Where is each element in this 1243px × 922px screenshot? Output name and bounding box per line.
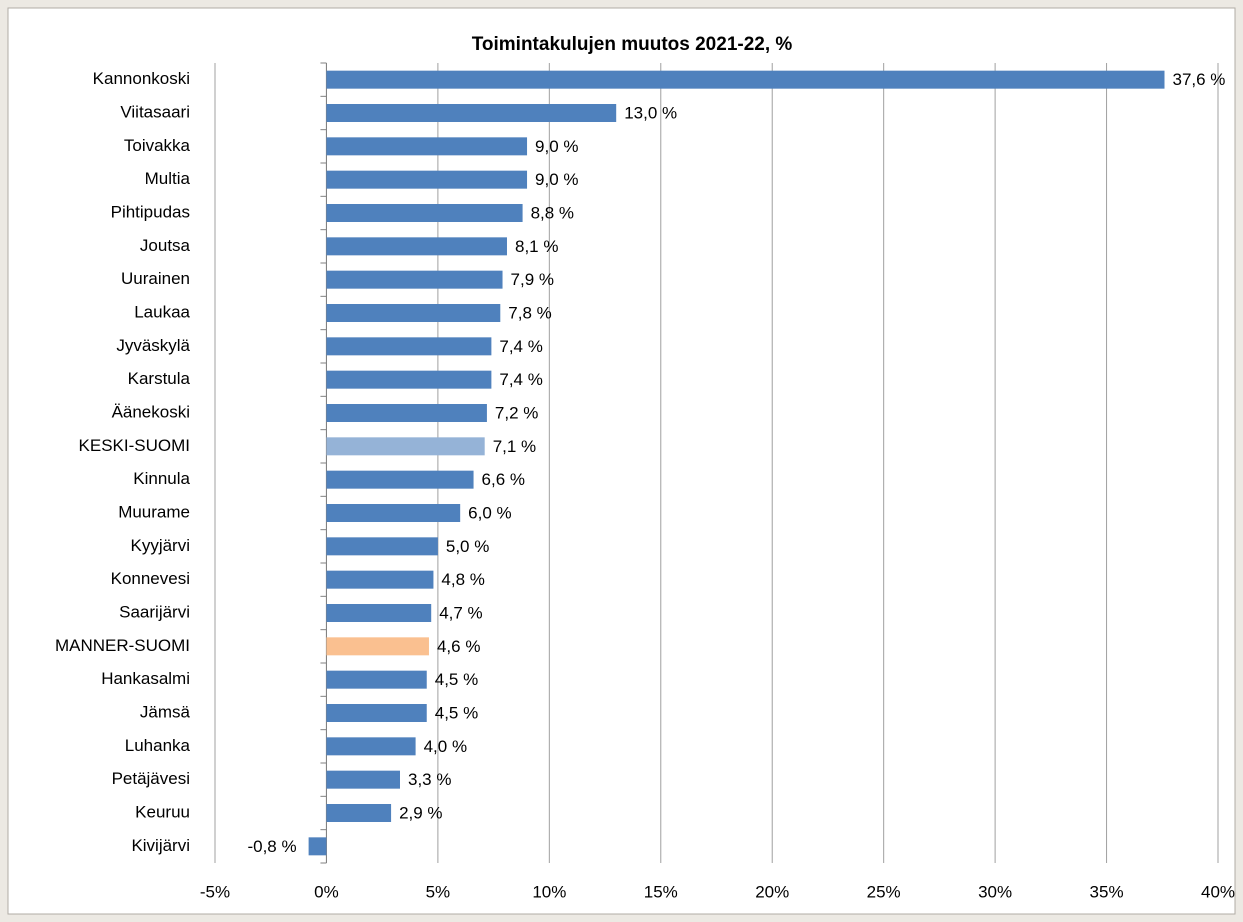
y-tick-label: Äänekoski — [112, 402, 190, 421]
y-tick-label: Kannonkoski — [93, 69, 190, 88]
data-label: 4,8 % — [441, 570, 484, 589]
y-tick-label: KESKI-SUOMI — [79, 436, 190, 455]
y-tick-label: Muurame — [118, 502, 190, 521]
bar — [326, 337, 492, 356]
y-tick-label: Konnevesi — [111, 569, 190, 588]
x-tick-label: 20% — [755, 882, 789, 901]
y-tick-label: Luhanka — [125, 736, 191, 755]
y-tick-label: Petäjävesi — [112, 769, 190, 788]
data-label: 2,9 % — [399, 803, 442, 822]
y-tick-label: Uurainen — [121, 269, 190, 288]
data-label: 8,1 % — [515, 237, 558, 256]
data-label: 7,8 % — [508, 303, 551, 322]
x-tick-label: 10% — [532, 882, 566, 901]
data-label: 7,1 % — [493, 437, 536, 456]
y-tick-label: Hankasalmi — [101, 669, 190, 688]
data-label: 7,4 % — [499, 337, 542, 356]
bar — [326, 137, 528, 156]
x-tick-label: 0% — [314, 882, 339, 901]
bar — [326, 370, 492, 389]
data-label: 4,7 % — [439, 603, 482, 622]
y-tick-label: Saarijärvi — [119, 602, 190, 621]
data-label: 3,3 % — [408, 770, 451, 789]
bar — [326, 304, 501, 322]
bar — [326, 270, 503, 289]
bar — [326, 204, 523, 222]
x-tick-label: 5% — [426, 882, 451, 901]
y-tick-label: Multia — [145, 169, 191, 188]
bar — [326, 504, 461, 522]
bar — [326, 237, 507, 256]
data-label: 9,0 % — [535, 170, 578, 189]
data-label: 7,9 % — [511, 270, 554, 289]
chart-frame — [7, 7, 1236, 915]
y-tick-label: Viitasaari — [120, 102, 190, 121]
y-tick-label: Laukaa — [134, 302, 190, 321]
bar — [326, 170, 528, 189]
bar — [326, 537, 438, 556]
data-label: 8,8 % — [531, 203, 574, 222]
x-tick-label: -5% — [200, 882, 230, 901]
bar — [326, 404, 487, 422]
y-tick-label: Joutsa — [140, 236, 191, 255]
y-tick-label: Keuruu — [135, 802, 190, 821]
y-tick-label: Jyväskylä — [116, 336, 190, 355]
data-label: 37,6 % — [1173, 70, 1226, 89]
y-tick-label: Pihtipudas — [111, 202, 190, 221]
data-label: -0,8 % — [247, 837, 296, 856]
bar — [326, 470, 474, 489]
x-tick-label: 25% — [867, 882, 901, 901]
bar — [326, 437, 485, 456]
data-label: 4,0 % — [424, 737, 467, 756]
bar — [326, 70, 1165, 89]
bar — [326, 737, 416, 756]
y-tick-label: Kyyjärvi — [130, 536, 190, 555]
y-tick-label: Karstula — [128, 369, 191, 388]
y-tick-label: Kinnula — [133, 469, 190, 488]
bar — [326, 804, 392, 822]
bar — [326, 670, 427, 689]
data-label: 6,0 % — [468, 503, 511, 522]
bar — [326, 637, 429, 656]
data-label: 7,4 % — [499, 370, 542, 389]
data-label: 4,5 % — [435, 670, 478, 689]
chart-title: Toimintakulujen muutos 2021-22, % — [472, 34, 793, 55]
bar — [308, 837, 327, 856]
data-label: 13,0 % — [624, 103, 677, 122]
data-label: 5,0 % — [446, 537, 489, 556]
bar — [326, 570, 434, 589]
bar — [326, 104, 617, 122]
x-tick-label: 35% — [1090, 882, 1124, 901]
bar — [326, 704, 427, 722]
x-tick-label: 40% — [1201, 882, 1235, 901]
data-label: 9,0 % — [535, 137, 578, 156]
y-tick-label: Kivijärvi — [131, 836, 190, 855]
data-label: 4,5 % — [435, 703, 478, 722]
data-label: 6,6 % — [482, 470, 525, 489]
x-tick-label: 15% — [644, 882, 678, 901]
bar — [326, 604, 432, 622]
data-label: 7,2 % — [495, 403, 538, 422]
data-label: 4,6 % — [437, 637, 480, 656]
bar — [326, 770, 400, 789]
y-tick-label: Jämsä — [140, 702, 191, 721]
x-tick-label: 30% — [978, 882, 1012, 901]
y-tick-label: MANNER-SUOMI — [55, 636, 190, 655]
y-tick-label: Toivakka — [124, 136, 191, 155]
